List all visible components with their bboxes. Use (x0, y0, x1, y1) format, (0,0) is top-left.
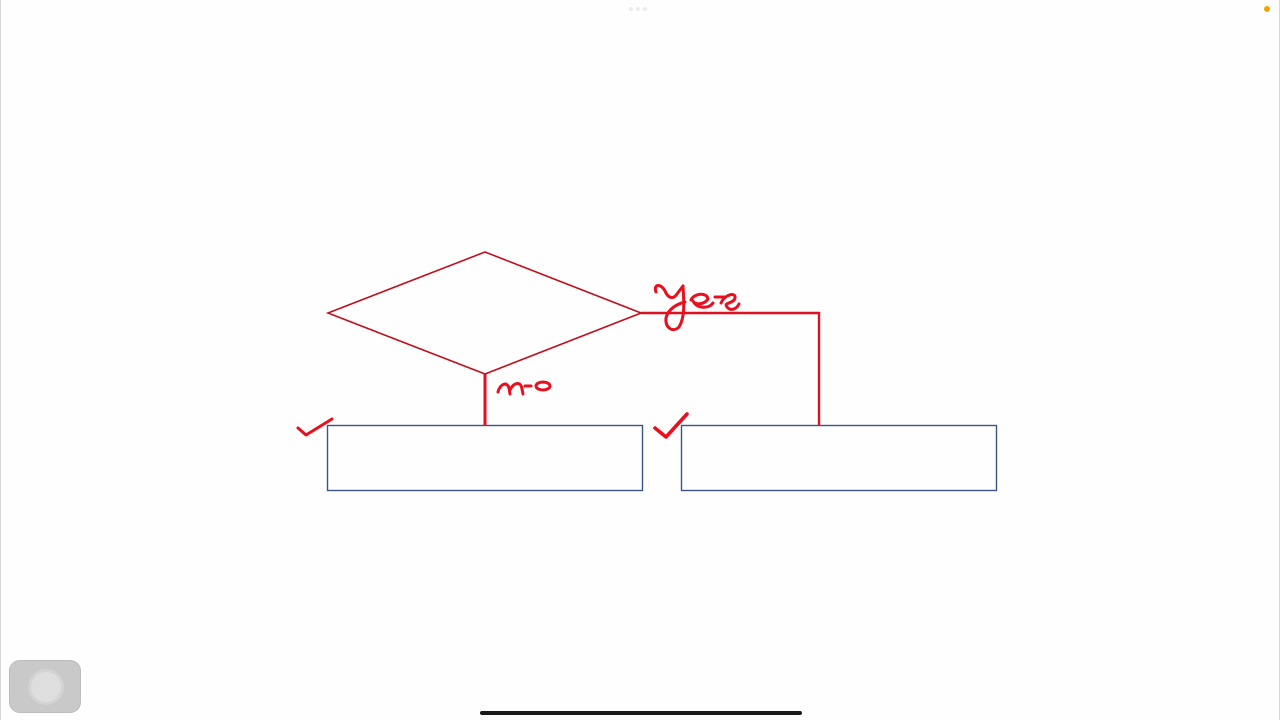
privacy-indicator-dot (1264, 6, 1270, 12)
process-box-left (326, 424, 644, 492)
multitask-dot (629, 7, 633, 11)
assistive-touch-icon (31, 672, 61, 702)
decision-diamond (325, 251, 644, 375)
process-box-right (680, 424, 998, 492)
yes-branch-connector (641, 311, 821, 425)
multitask-dot (643, 7, 647, 11)
checkmark-icon (296, 417, 334, 437)
checkmark-icon (653, 412, 689, 439)
handwritten-yes-label (653, 284, 741, 332)
multitask-dot (636, 7, 640, 11)
assistive-touch-button[interactable] (9, 660, 81, 713)
handwritten-no-label (496, 380, 552, 396)
home-indicator-bar[interactable] (480, 711, 802, 715)
multitasking-indicator[interactable] (629, 7, 647, 11)
